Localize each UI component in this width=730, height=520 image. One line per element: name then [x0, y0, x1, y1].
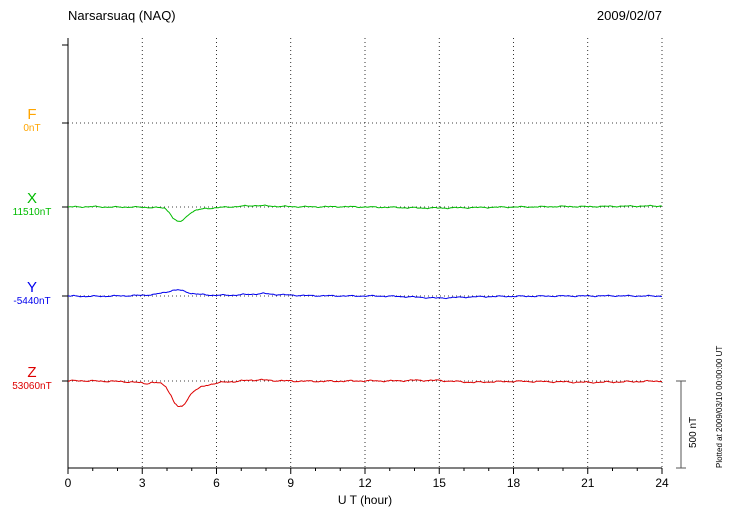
x-tick-label: 0 [65, 476, 72, 490]
baseline-value-X: 11510nT [12, 207, 52, 218]
series-label-Y: Y -5440nT [0, 280, 64, 308]
series-label-X: X 11510nT [0, 191, 64, 219]
trace-X [68, 204, 663, 222]
series-label-Z: Z 53060nT [0, 365, 64, 393]
x-tick-label: 12 [358, 476, 372, 490]
x-tick-label: 3 [139, 476, 146, 490]
date-label: 2009/02/07 [596, 8, 662, 23]
x-tick-label: 15 [433, 476, 447, 490]
baseline-value-F: 0nT [23, 123, 41, 134]
plotted-note: Plotted at 2009/03/10 00:00:00 UT [715, 345, 724, 468]
baseline-value-Z: 53060nT [12, 381, 52, 392]
series-label-F: F 0nT [0, 107, 64, 135]
scale-bar-label: 500 nT [688, 416, 699, 448]
series-name-F: F [27, 106, 37, 123]
x-tick-label: 24 [655, 476, 669, 490]
trace-Z [68, 378, 663, 408]
baseline-value-Y: -5440nT [13, 296, 51, 307]
x-tick-label: 18 [507, 476, 521, 490]
station-title: Narsarsuaq (NAQ) [68, 8, 176, 23]
series-name-Z: Z [27, 364, 37, 381]
series-name-Y: Y [26, 279, 37, 296]
x-tick-label: 21 [581, 476, 595, 490]
x-tick-label: 6 [213, 476, 220, 490]
x-axis-label: U T (hour) [337, 493, 393, 507]
series-name-X: X [26, 190, 37, 207]
trace-Y [67, 289, 663, 300]
x-tick-label: 9 [287, 476, 294, 490]
